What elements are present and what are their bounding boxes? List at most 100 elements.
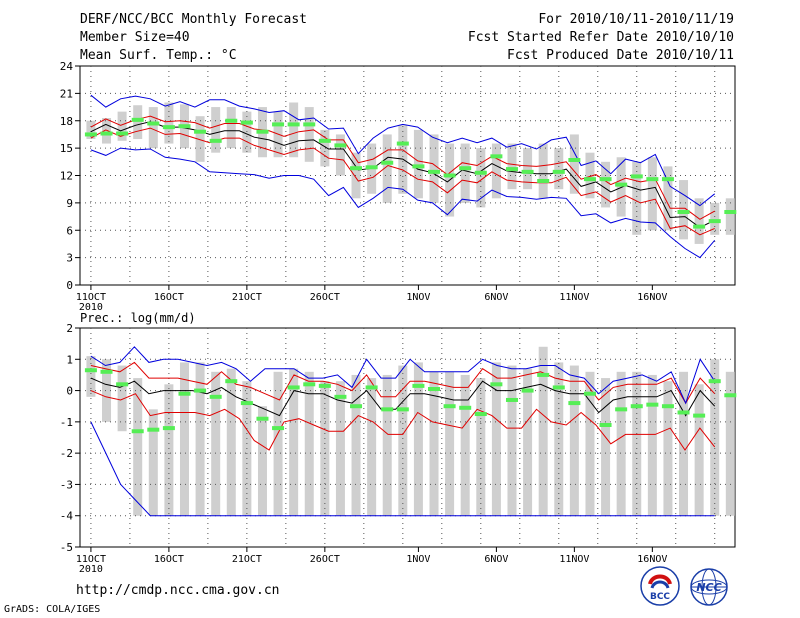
prec-member-bar bbox=[507, 365, 517, 516]
temp-member-bar bbox=[663, 166, 673, 231]
prec-ensemble-marker bbox=[428, 387, 441, 392]
temp-member-bar bbox=[429, 134, 439, 203]
temp-ensemble-marker bbox=[194, 129, 207, 134]
temp-y-tick-label: 21 bbox=[60, 87, 73, 100]
prec-ensemble-marker bbox=[412, 383, 425, 388]
temp-member-bar bbox=[351, 152, 361, 199]
temp-ensemble-marker bbox=[552, 169, 565, 174]
temp-member-bar bbox=[226, 107, 236, 149]
forecast-started-date: Fcst Started Refer Date 2010/10/10 bbox=[467, 30, 734, 45]
temp-member-bar bbox=[148, 107, 158, 149]
temp-ensemble-marker bbox=[630, 174, 643, 179]
prec-member-bar bbox=[133, 378, 143, 516]
temp-ensemble-marker bbox=[84, 132, 97, 137]
temp-y-tick-label: 24 bbox=[60, 60, 74, 73]
temp-ensemble-marker bbox=[303, 122, 316, 127]
temp-x-tick-label: 16NOV bbox=[637, 292, 667, 303]
temp-member-bar bbox=[694, 198, 704, 244]
temp-member-bar bbox=[382, 134, 392, 203]
prec-series-min bbox=[90, 421, 715, 517]
prec-member-bar bbox=[616, 371, 626, 516]
prec-member-bar bbox=[211, 371, 221, 516]
prec-ensemble-marker bbox=[318, 383, 331, 388]
temp-ensemble-marker bbox=[568, 157, 581, 162]
prec-series-upper-spread bbox=[90, 361, 716, 405]
temp-member-bar bbox=[476, 148, 486, 208]
temp-member-bar bbox=[538, 143, 548, 199]
prec-y-tick-label: 2 bbox=[66, 322, 73, 335]
prec-ensemble-marker bbox=[240, 401, 253, 406]
temp-ensemble-marker bbox=[131, 117, 144, 122]
temp-y-tick-label: 3 bbox=[66, 252, 73, 265]
prec-x-tick-label: 16NOV bbox=[637, 554, 667, 565]
grads-credit: GrADS: COLA/IGES bbox=[4, 604, 101, 615]
prec-ensemble-marker bbox=[490, 382, 503, 387]
prec-x-tick-label: 26OCT bbox=[310, 554, 340, 565]
temp-member-bar bbox=[289, 102, 299, 158]
prec-y-tick-label: -3 bbox=[60, 478, 73, 491]
temp-y-tick-label: 15 bbox=[60, 142, 73, 155]
prec-ensemble-marker bbox=[677, 410, 690, 415]
prec-member-bar bbox=[725, 371, 735, 516]
forecast-produced-date: Fcst Produced Date 2010/10/11 bbox=[507, 48, 734, 63]
prec-ensemble-marker bbox=[474, 412, 487, 417]
temp-member-bar bbox=[242, 111, 252, 153]
prec-y-tick-label: 1 bbox=[66, 353, 73, 366]
temp-ensemble-marker bbox=[116, 131, 129, 136]
prec-member-bar bbox=[289, 368, 299, 516]
member-size-label: Member Size=40 bbox=[80, 30, 190, 45]
temp-y-tick-label: 18 bbox=[60, 115, 73, 128]
temp-x-tick-label: 11OCT bbox=[76, 292, 106, 303]
temp-ensemble-marker bbox=[287, 122, 300, 127]
temp-ensemble-marker bbox=[521, 169, 534, 174]
temp-member-bar bbox=[335, 134, 345, 176]
temp-ensemble-marker bbox=[615, 182, 628, 187]
variable-label: Mean Surf. Temp.: °C bbox=[80, 48, 237, 63]
prec-member-bar bbox=[335, 381, 345, 516]
prec-x-tick-label: 21OCT bbox=[232, 554, 262, 565]
prec-member-bar bbox=[257, 406, 267, 516]
prec-ensemble-marker bbox=[381, 407, 394, 412]
precipitation-panel: -5 -4 -3 -2 -1 0 1 2 11OCT 16OCT 21OCT 26OCT 1NOV 6NO… bbox=[60, 311, 737, 575]
temp-year-label: 2010 bbox=[79, 302, 103, 313]
prec-ensemble-marker bbox=[583, 391, 596, 396]
temp-x-tick-label: 6NOV bbox=[484, 292, 508, 303]
temp-member-bar bbox=[601, 161, 611, 208]
prec-member-bar bbox=[304, 371, 314, 516]
prec-member-bar bbox=[491, 362, 501, 516]
prec-member-bar bbox=[413, 362, 423, 516]
prec-y-tick-label: -2 bbox=[60, 447, 73, 460]
temp-x-tick-label: 21OCT bbox=[232, 292, 262, 303]
temp-member-bar bbox=[304, 107, 314, 162]
temp-ensemble-marker bbox=[147, 121, 160, 126]
prec-member-bar bbox=[226, 368, 236, 516]
temp-member-bar bbox=[647, 157, 657, 231]
prec-member-bar bbox=[117, 365, 127, 432]
temp-member-bar bbox=[320, 129, 330, 167]
prec-member-bar bbox=[601, 378, 611, 516]
prec-member-bar bbox=[460, 374, 470, 516]
prec-x-tick-label: 6NOV bbox=[484, 554, 508, 565]
temp-series-upper-spread bbox=[90, 115, 715, 220]
temp-series-max bbox=[90, 94, 716, 207]
prec-year-label: 2010 bbox=[79, 564, 103, 575]
prec-member-bar bbox=[148, 409, 158, 516]
prec-member-bar bbox=[382, 374, 392, 516]
temp-member-bar bbox=[211, 107, 221, 153]
prec-ensemble-marker bbox=[724, 393, 737, 398]
prec-member-bar bbox=[351, 374, 361, 516]
temp-y-tick-label: 0 bbox=[66, 279, 73, 292]
ncc-logo-text: NCC bbox=[696, 581, 721, 594]
source-url[interactable]: http://cmdp.ncc.cma.gov.cn bbox=[76, 583, 280, 598]
prec-ensemble-marker bbox=[194, 388, 207, 393]
temp-y-tick-label: 9 bbox=[66, 197, 73, 210]
temp-ensemble-marker bbox=[428, 169, 441, 174]
prec-ensemble-marker bbox=[350, 404, 363, 409]
prec-member-bar bbox=[663, 381, 673, 516]
temp-member-bar bbox=[679, 180, 689, 240]
temp-ensemble-marker bbox=[396, 141, 409, 146]
temp-member-bar bbox=[507, 143, 517, 190]
temp-ensemble-marker bbox=[693, 224, 706, 229]
prec-ensemble-marker bbox=[505, 397, 518, 402]
